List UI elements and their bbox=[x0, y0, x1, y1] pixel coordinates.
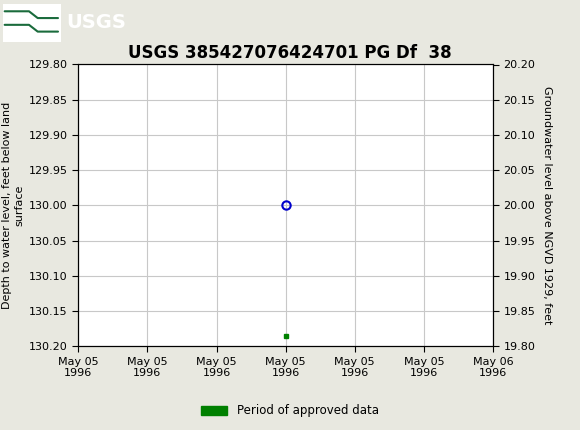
Y-axis label: Groundwater level above NGVD 1929, feet: Groundwater level above NGVD 1929, feet bbox=[542, 86, 552, 325]
Bar bbox=[3, 3, 61, 42]
Text: USGS: USGS bbox=[67, 13, 126, 32]
Text: USGS 385427076424701 PG Df  38: USGS 385427076424701 PG Df 38 bbox=[128, 44, 452, 62]
Y-axis label: Depth to water level, feet below land
surface: Depth to water level, feet below land su… bbox=[2, 102, 25, 309]
Legend: Period of approved data: Period of approved data bbox=[197, 399, 383, 422]
